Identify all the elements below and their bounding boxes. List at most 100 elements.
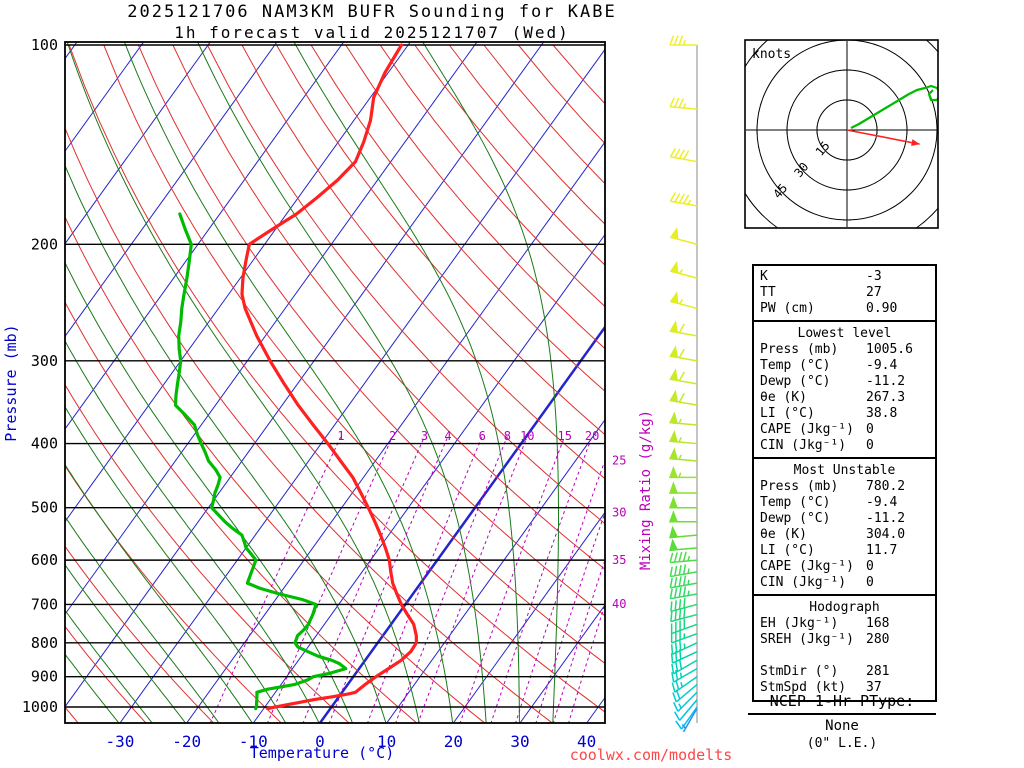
wind-barb xyxy=(669,147,698,163)
wind-barb xyxy=(669,525,698,539)
stat-row: θe (K) 267.3 xyxy=(754,390,935,406)
stat-label: Temp (°C) xyxy=(760,495,831,510)
wind-barb xyxy=(670,618,698,635)
wind-barb xyxy=(673,699,698,721)
title-line1: 2025121706 NAM3KM BUFR Sounding for KABE xyxy=(127,2,617,22)
temperature-tick-label: 30 xyxy=(510,732,529,751)
stat-row: LI (°C) 38.8 xyxy=(754,406,935,422)
mixing-ratio-line xyxy=(515,459,605,723)
temperature-tick-label: -30 xyxy=(106,732,135,751)
stat-row: CAPE (Jkg⁻¹) 0 xyxy=(754,559,935,575)
stat-row: EH (Jkg⁻¹) 168 xyxy=(754,616,935,632)
stat-value: 1005.6 xyxy=(866,342,913,357)
stat-row: StmDir (°) 281 xyxy=(754,664,935,680)
dry-adiabat-line xyxy=(276,44,605,436)
stat-row: StmSpd (kt) 37 xyxy=(754,680,935,696)
stat-label: PW (cm) xyxy=(760,301,815,316)
mixing-ratio-line xyxy=(490,436,593,723)
wind-barb xyxy=(681,708,698,733)
storm-motion-arrowhead xyxy=(911,139,920,147)
stat-value: -9.4 xyxy=(866,495,898,510)
wind-barb xyxy=(669,291,698,310)
stat-row: CAPE (Jkg⁻¹) 0 xyxy=(754,422,935,438)
wind-barb xyxy=(669,227,698,246)
wind-barb xyxy=(669,551,698,564)
wind-barb xyxy=(669,564,698,578)
wind-barb xyxy=(668,510,697,523)
moist-adiabat-line xyxy=(65,515,220,723)
stat-label: CIN (Jkg⁻¹) xyxy=(760,438,847,453)
temperature-tick-label: 20 xyxy=(444,732,463,751)
wind-barb xyxy=(668,430,698,445)
wind-barb xyxy=(668,496,697,509)
stat-value: 267.3 xyxy=(866,390,906,405)
stat-label: CAPE (Jkg⁻¹) xyxy=(760,422,854,437)
table-section-header: Most Unstable xyxy=(793,463,896,478)
stat-value: -11.2 xyxy=(866,374,906,389)
sounding-stats-table: K -3 TT 27 PW (cm) 0.90 Lowest level Press (mb)… xyxy=(752,264,937,702)
stat-label: CIN (Jkg⁻¹) xyxy=(760,575,847,590)
mixing-ratio-line xyxy=(568,602,605,723)
ptype-detail: (0" L.E.) xyxy=(806,736,878,751)
table-section-header: Hodograph xyxy=(809,600,880,615)
mixing-ratio-line xyxy=(266,436,394,723)
pressure-tick-label: 500 xyxy=(31,499,58,517)
stat-value: 0 xyxy=(866,438,874,453)
mixing-ratio-tick-label: 3 xyxy=(421,429,428,443)
stat-value: 168 xyxy=(866,616,890,631)
mixing-ratio-line xyxy=(328,436,449,723)
isotherm-line xyxy=(519,604,605,723)
hodograph-ring-label: 15 xyxy=(813,139,833,159)
wind-barb xyxy=(669,97,698,110)
wind-barb xyxy=(673,691,698,712)
stat-value: 0 xyxy=(866,559,874,574)
stat-row: Temp (°C) -9.4 xyxy=(754,358,935,374)
stat-value: 37 xyxy=(866,680,882,695)
isotherm-line xyxy=(65,42,211,245)
stat-label: LI (°C) xyxy=(760,543,815,558)
pressure-tick-label: 600 xyxy=(31,551,58,569)
stat-row: CIN (Jkg⁻¹) 0 xyxy=(754,438,935,454)
temperature-tick-label: 0 xyxy=(315,732,325,751)
table-section-header: Lowest level xyxy=(797,326,892,341)
isotherm-line xyxy=(65,42,545,708)
wind-barb xyxy=(668,465,697,479)
mixing-ratio-tick-label: 4 xyxy=(444,429,451,443)
stat-label: EH (Jkg⁻¹) xyxy=(760,616,839,631)
stat-value: 780.2 xyxy=(866,479,906,494)
stat-value: 304.0 xyxy=(866,527,906,542)
mixing-ratio-tick-label: 1 xyxy=(337,429,344,443)
mixing-ratio-tick-label: 25 xyxy=(612,454,626,468)
temperature-curve xyxy=(240,43,418,711)
hodograph-trace xyxy=(850,84,938,129)
stat-value: 281 xyxy=(866,664,890,679)
dry-adiabat-line xyxy=(103,44,605,665)
wind-barb xyxy=(670,640,698,655)
stat-label: CAPE (Jkg⁻¹) xyxy=(760,559,854,574)
moist-adiabat-line xyxy=(293,42,520,723)
wind-barb xyxy=(669,192,698,207)
stat-label: θe (K) xyxy=(760,390,807,405)
table-divider xyxy=(754,320,935,322)
wind-barb xyxy=(671,659,698,675)
stat-row: θe (K) 304.0 xyxy=(754,527,935,543)
wind-barb xyxy=(669,389,698,406)
stat-label: Dewp (°C) xyxy=(760,511,831,526)
stat-row: CIN (Jkg⁻¹) 0 xyxy=(754,575,935,591)
wind-barb xyxy=(670,649,698,664)
stat-row: Temp (°C) -9.4 xyxy=(754,495,935,511)
stat-row: Press (mb) 1005.6 xyxy=(754,342,935,358)
mixing-ratio-tick-label: 35 xyxy=(612,553,626,567)
stat-label: Dewp (°C) xyxy=(760,374,831,389)
wind-barb xyxy=(670,608,698,623)
dry-adiabat-line xyxy=(65,126,554,723)
sounding-profiles xyxy=(173,43,418,711)
wind-barb xyxy=(669,260,698,279)
stat-value xyxy=(866,648,929,664)
stat-row: LI (°C) 11.7 xyxy=(754,543,935,559)
mixing-ratio-axis-label: Mixing Ratio (g/kg) xyxy=(638,410,654,570)
chart-title: 2025121706 NAM3KM BUFR Sounding for KABE… xyxy=(0,2,744,42)
stat-row: Press (mb) 780.2 xyxy=(754,479,935,495)
wind-barb xyxy=(669,320,698,337)
